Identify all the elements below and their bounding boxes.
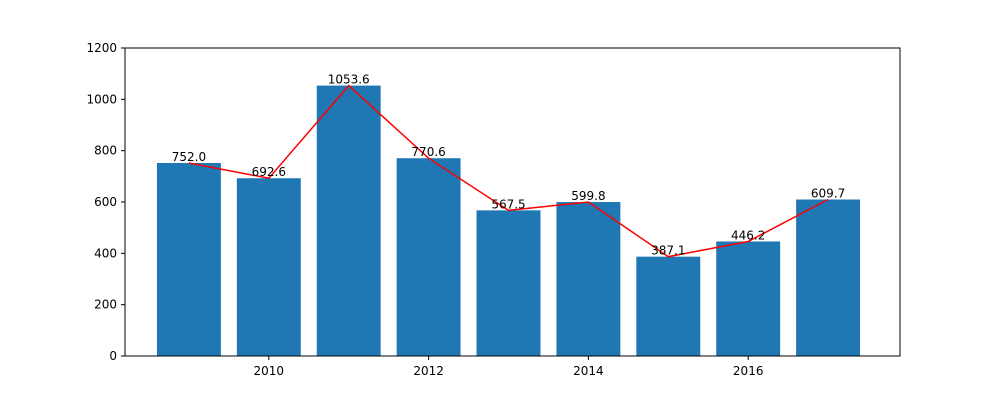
y-tick-label-200: 200 [94,298,117,312]
bar-2010 [236,178,301,356]
data-label-2013: 567.5 [491,197,525,211]
trend-line [188,84,829,258]
data-label-2016: 446.2 [731,228,765,242]
data-label-2011: 1053.6 [328,73,370,87]
x-tick-label-2012: 2012 [413,364,444,378]
data-label-2017: 609.7 [811,187,845,201]
data-labels-group: 752.0 692.6 1053.6 770.6 567.5 599.8 387.1 446.… [172,73,846,258]
y-tick-label-1200: 1200 [86,41,117,55]
data-label-2014: 599.8 [571,189,605,203]
bar-2009 [156,162,221,356]
data-label-2012: 770.6 [411,145,445,159]
x-tick-label-2016: 2016 [733,364,764,378]
x-tick-label-2014: 2014 [573,364,604,378]
y-tick-label-400: 400 [94,246,117,260]
bar-2012 [396,158,461,356]
y-axis-ticks: 0 200 400 600 800 1000 1200 [86,41,125,363]
y-tick-label-0: 0 [109,349,117,363]
bar-2015 [636,256,701,356]
y-tick-label-800: 800 [94,144,117,158]
bars-group [156,85,861,357]
x-axis-ticks: 2010 2012 2014 2016 [254,356,764,378]
y-tick-label-600: 600 [94,195,117,209]
bar-2011 [316,85,381,357]
x-tick-label-2010: 2010 [254,364,285,378]
y-tick-label-1000: 1000 [86,92,117,106]
bar-2014 [556,202,621,356]
data-label-2010: 692.6 [252,165,286,179]
bar-2016 [716,241,781,356]
data-label-2009: 752.0 [172,150,206,164]
bar-2013 [476,210,541,356]
data-label-2015: 387.1 [651,244,685,258]
bar-2017 [796,199,861,356]
